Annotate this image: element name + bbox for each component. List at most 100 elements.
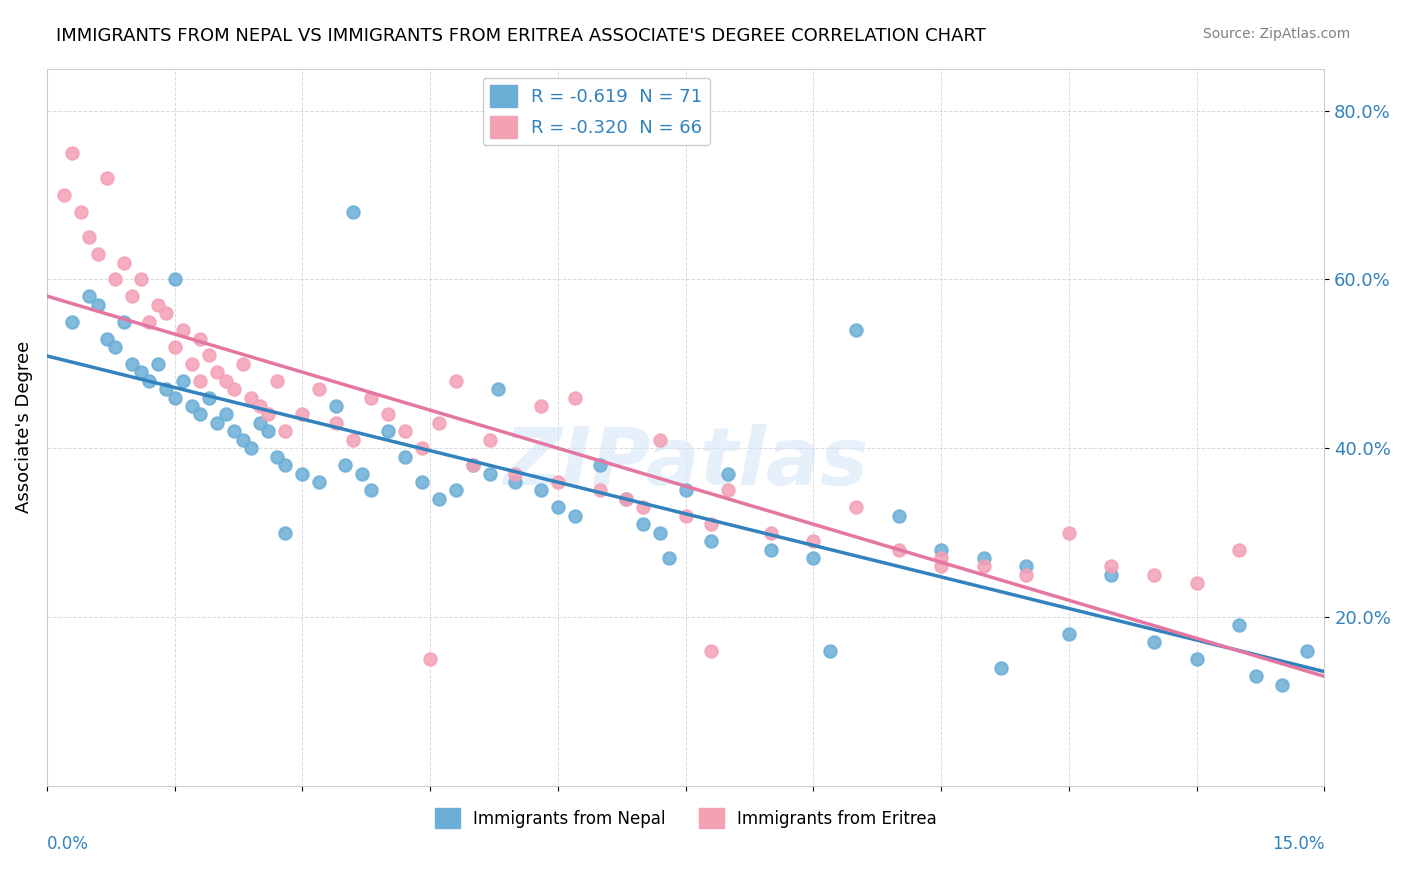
Point <box>1227 542 1250 557</box>
Point <box>929 551 952 566</box>
Point <box>845 323 868 337</box>
Point <box>547 500 569 515</box>
Point <box>990 660 1012 674</box>
Y-axis label: Associate's Degree: Associate's Degree <box>15 341 32 513</box>
Point <box>215 374 238 388</box>
Point <box>478 467 501 481</box>
Point <box>444 374 467 388</box>
Point <box>803 551 825 566</box>
Point <box>172 374 194 388</box>
Point <box>614 491 637 506</box>
Point <box>224 425 246 439</box>
Point <box>188 332 211 346</box>
Point <box>377 425 399 439</box>
Point <box>700 534 723 549</box>
Point <box>62 145 84 160</box>
Point <box>70 205 93 219</box>
Point <box>564 391 586 405</box>
Point <box>486 382 509 396</box>
Text: ZIPatlas: ZIPatlas <box>503 424 868 502</box>
Point <box>325 416 347 430</box>
Point <box>232 433 254 447</box>
Point <box>308 475 330 489</box>
Point <box>129 365 152 379</box>
Point <box>1101 567 1123 582</box>
Point <box>180 357 202 371</box>
Point <box>188 408 211 422</box>
Point <box>87 247 110 261</box>
Point <box>461 458 484 472</box>
Point <box>112 315 135 329</box>
Point <box>427 491 450 506</box>
Point <box>377 408 399 422</box>
Point <box>803 534 825 549</box>
Point <box>929 542 952 557</box>
Point <box>205 365 228 379</box>
Point <box>1057 627 1080 641</box>
Text: IMMIGRANTS FROM NEPAL VS IMMIGRANTS FROM ERITREA ASSOCIATE'S DEGREE CORRELATION : IMMIGRANTS FROM NEPAL VS IMMIGRANTS FROM… <box>56 27 986 45</box>
Point <box>394 450 416 464</box>
Point <box>1185 652 1208 666</box>
Point <box>274 525 297 540</box>
Point <box>274 425 297 439</box>
Point <box>342 205 364 219</box>
Point <box>675 508 697 523</box>
Point <box>146 298 169 312</box>
Point <box>121 357 143 371</box>
Point <box>308 382 330 396</box>
Point <box>478 433 501 447</box>
Point <box>197 391 219 405</box>
Text: 15.0%: 15.0% <box>1272 835 1324 853</box>
Point <box>461 458 484 472</box>
Point <box>266 450 288 464</box>
Point <box>163 391 186 405</box>
Point <box>700 517 723 532</box>
Point <box>333 458 356 472</box>
Point <box>419 652 441 666</box>
Point <box>759 525 782 540</box>
Point <box>146 357 169 371</box>
Point <box>274 458 297 472</box>
Point <box>505 467 527 481</box>
Text: Source: ZipAtlas.com: Source: ZipAtlas.com <box>1202 27 1350 41</box>
Point <box>845 500 868 515</box>
Point <box>52 188 75 202</box>
Point <box>257 408 280 422</box>
Point <box>291 408 314 422</box>
Point <box>717 483 740 498</box>
Point <box>820 644 842 658</box>
Point <box>87 298 110 312</box>
Point <box>79 230 101 244</box>
Point <box>631 500 654 515</box>
Point <box>291 467 314 481</box>
Point <box>266 374 288 388</box>
Point <box>240 442 263 456</box>
Point <box>1246 669 1268 683</box>
Point <box>658 551 681 566</box>
Point <box>155 306 177 320</box>
Point <box>232 357 254 371</box>
Point <box>163 340 186 354</box>
Point <box>112 255 135 269</box>
Point <box>197 348 219 362</box>
Point <box>717 467 740 481</box>
Point <box>394 425 416 439</box>
Point <box>675 483 697 498</box>
Point <box>1143 567 1166 582</box>
Point <box>444 483 467 498</box>
Point <box>700 644 723 658</box>
Point <box>631 517 654 532</box>
Point <box>62 315 84 329</box>
Point <box>104 340 127 354</box>
Point <box>530 483 553 498</box>
Point <box>1143 635 1166 649</box>
Point <box>530 399 553 413</box>
Point <box>155 382 177 396</box>
Legend: Immigrants from Nepal, Immigrants from Eritrea: Immigrants from Nepal, Immigrants from E… <box>427 801 943 835</box>
Point <box>138 315 160 329</box>
Point <box>648 433 671 447</box>
Point <box>104 272 127 286</box>
Point <box>1101 559 1123 574</box>
Point <box>180 399 202 413</box>
Point <box>360 391 382 405</box>
